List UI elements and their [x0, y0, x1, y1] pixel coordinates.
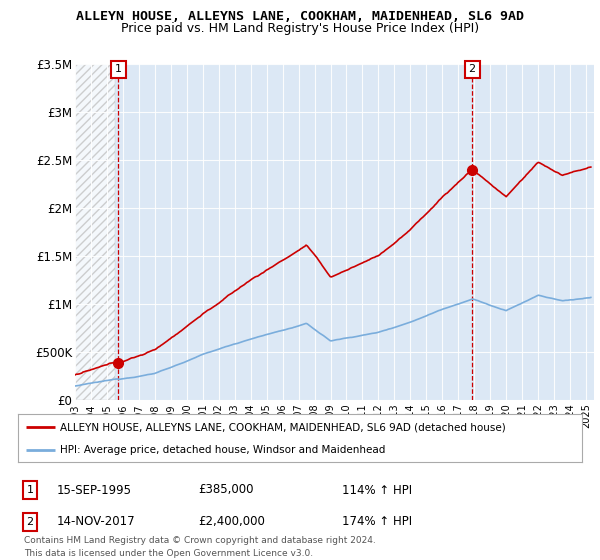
Text: 14-NOV-2017: 14-NOV-2017 [57, 515, 136, 529]
Text: 174% ↑ HPI: 174% ↑ HPI [342, 515, 412, 529]
Text: £2,400,000: £2,400,000 [198, 515, 265, 529]
Text: ALLEYN HOUSE, ALLEYNS LANE, COOKHAM, MAIDENHEAD, SL6 9AD: ALLEYN HOUSE, ALLEYNS LANE, COOKHAM, MAI… [76, 10, 524, 23]
Text: 2: 2 [469, 64, 476, 74]
Text: Price paid vs. HM Land Registry's House Price Index (HPI): Price paid vs. HM Land Registry's House … [121, 22, 479, 35]
Text: HPI: Average price, detached house, Windsor and Maidenhead: HPI: Average price, detached house, Wind… [60, 445, 386, 455]
Text: 2: 2 [26, 517, 34, 527]
Text: ALLEYN HOUSE, ALLEYNS LANE, COOKHAM, MAIDENHEAD, SL6 9AD (detached house): ALLEYN HOUSE, ALLEYNS LANE, COOKHAM, MAI… [60, 422, 506, 432]
Text: 1: 1 [115, 64, 122, 74]
Text: Contains HM Land Registry data © Crown copyright and database right 2024.
This d: Contains HM Land Registry data © Crown c… [24, 536, 376, 558]
Text: 1: 1 [26, 485, 34, 495]
Text: 114% ↑ HPI: 114% ↑ HPI [342, 483, 412, 497]
Text: 15-SEP-1995: 15-SEP-1995 [57, 483, 132, 497]
Text: £385,000: £385,000 [198, 483, 254, 497]
